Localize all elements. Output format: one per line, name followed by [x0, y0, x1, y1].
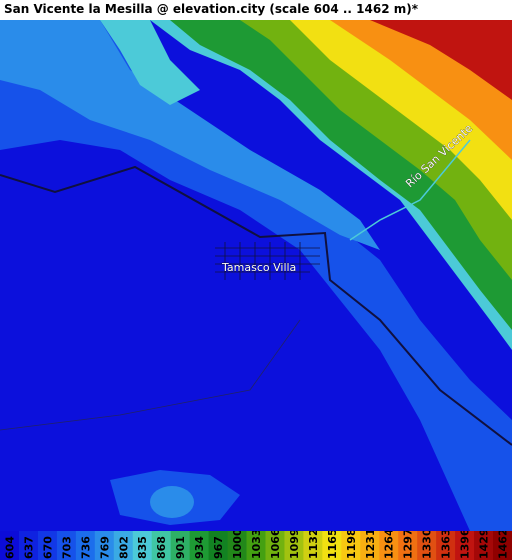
legend-swatch	[56, 531, 77, 560]
title: San Vicente la Mesilla @ elevation.city …	[4, 2, 418, 16]
legend-label: 1231	[364, 531, 377, 559]
legend-label: 1264	[383, 531, 396, 559]
legend-label: 670	[41, 536, 54, 559]
legend-label: 1297	[402, 531, 415, 559]
slope-band	[0, 20, 512, 531]
legend-label: 1396	[459, 531, 472, 559]
legend: 604 637 670 703 736 769 802 835 868 901 934 967 1000…	[0, 531, 512, 560]
legend-label: 769	[98, 536, 111, 559]
legend-label: 1363	[440, 531, 453, 559]
legend-label: 1462	[497, 531, 510, 559]
slope-band	[0, 20, 380, 250]
legend-swatch	[208, 531, 229, 560]
legend-swatch	[132, 531, 153, 560]
legend-label: 967	[212, 536, 225, 559]
legend-label: 901	[174, 536, 187, 559]
legend-label: 604	[3, 536, 16, 559]
legend-swatch	[0, 531, 20, 560]
legend-label: 1000	[231, 531, 244, 559]
legend-swatch	[417, 531, 437, 560]
legend-label: 802	[117, 536, 130, 559]
legend-swatch	[75, 531, 96, 560]
mountains	[370, 20, 512, 100]
elevation-map: Río San Vicente Tamasco Villa	[0, 20, 512, 531]
hill	[150, 486, 194, 518]
legend-label: 934	[193, 536, 206, 559]
legend-swatch	[455, 531, 475, 560]
legend-label: 1429	[478, 531, 491, 559]
legend-swatch	[246, 531, 266, 560]
legend-swatch	[436, 531, 456, 560]
legend-label: 1066	[269, 531, 282, 559]
legend-swatch	[151, 531, 172, 560]
legend-label: 1132	[307, 531, 320, 559]
road	[0, 165, 512, 446]
legend-swatch	[379, 531, 399, 560]
legend-swatch	[170, 531, 191, 560]
town-grid	[215, 242, 320, 280]
legend-label: 637	[22, 536, 35, 559]
legend-swatch	[398, 531, 418, 560]
legend-swatch	[37, 531, 58, 560]
slope-band	[100, 20, 200, 105]
legend-label: 868	[155, 536, 168, 559]
legend-swatch	[360, 531, 380, 560]
legend-label: 703	[60, 536, 73, 559]
road	[0, 319, 301, 431]
legend-swatch	[284, 531, 304, 560]
legend-swatch	[474, 531, 494, 560]
legend-label: 1033	[250, 531, 263, 559]
legend-label: 835	[136, 536, 149, 559]
legend-swatch	[189, 531, 210, 560]
legend-label: 736	[79, 536, 92, 559]
legend-swatch	[341, 531, 361, 560]
legend-swatch	[227, 531, 248, 560]
legend-swatch	[493, 531, 512, 560]
legend-swatch	[94, 531, 115, 560]
legend-label: 1165	[326, 531, 339, 559]
legend-label: 1330	[421, 531, 434, 559]
legend-label: 1099	[288, 531, 301, 559]
legend-swatch	[265, 531, 285, 560]
legend-swatch	[113, 531, 134, 560]
legend-label: 1198	[345, 531, 358, 559]
legend-swatch	[303, 531, 323, 560]
legend-swatch	[322, 531, 342, 560]
river	[349, 139, 471, 241]
legend-swatch	[18, 531, 39, 560]
town-label: Tamasco Villa	[221, 261, 296, 274]
